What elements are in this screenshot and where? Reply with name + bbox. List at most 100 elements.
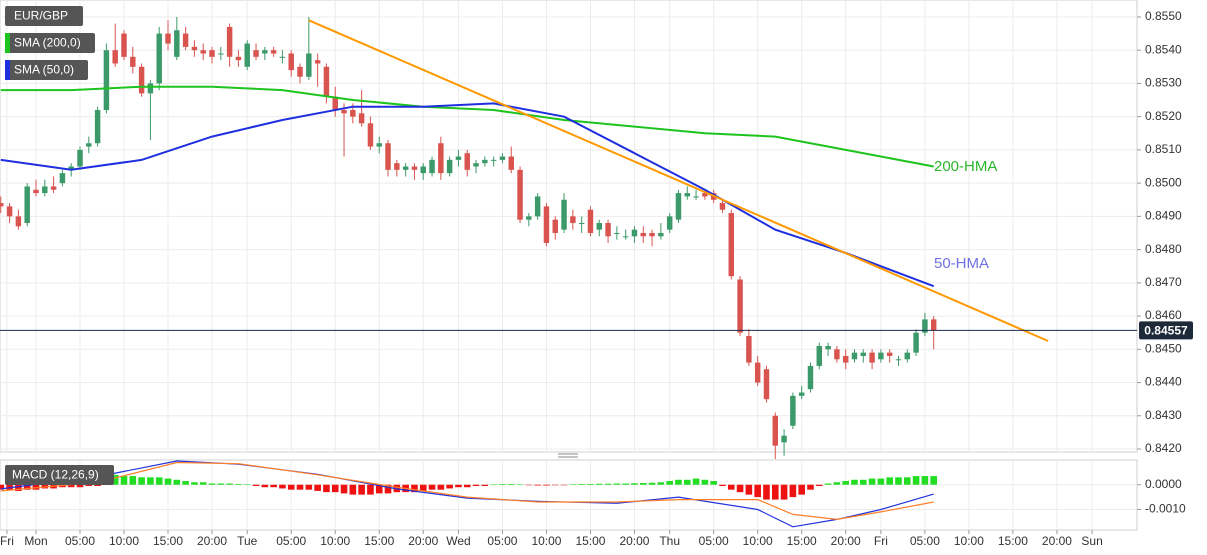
histogram-bar	[147, 477, 154, 485]
x-tick-label: 15:00	[153, 534, 183, 548]
moving-average-line	[0, 85, 934, 168]
candle-body	[772, 415, 779, 446]
candle-body	[482, 159, 488, 164]
histogram-bar	[270, 484, 277, 488]
candle-body	[59, 173, 66, 184]
candle-body	[156, 33, 162, 84]
candle-body	[825, 345, 831, 350]
candle-body	[658, 232, 664, 237]
x-tick-label: 05:00	[910, 534, 940, 548]
candle-body	[895, 359, 902, 361]
candle-body	[587, 209, 594, 233]
y-tick-label: 0.8440	[1145, 375, 1182, 389]
histogram-bar	[173, 479, 181, 485]
histogram-bar	[481, 484, 489, 486]
legend-box	[5, 60, 88, 80]
y-tick-label: 0.8480	[1145, 242, 1182, 256]
candle-body	[570, 216, 576, 224]
histogram-bar	[463, 484, 471, 488]
candle-body	[605, 223, 611, 237]
candle-body	[94, 110, 101, 144]
candle-body	[578, 223, 585, 225]
histogram-bar	[411, 484, 418, 493]
histogram-bar	[138, 477, 145, 485]
candle-body	[878, 352, 884, 360]
candle-body	[218, 53, 224, 55]
candle-body	[834, 349, 840, 360]
candle-body	[534, 196, 541, 217]
histogram-bar	[771, 484, 779, 500]
candle-body	[552, 219, 558, 233]
x-tick-label: 15:00	[787, 534, 817, 548]
x-tick-label: 10:00	[109, 534, 139, 548]
histogram-bar	[155, 477, 163, 485]
histogram-bar	[94, 484, 101, 486]
candle-body	[886, 352, 893, 356]
x-tick-label: 20:00	[408, 534, 438, 548]
histogram-bar	[912, 476, 920, 485]
candle-body	[631, 229, 638, 237]
histogram-bar	[587, 483, 594, 485]
histogram-bar	[314, 484, 321, 491]
annotation: 200-HMA	[934, 158, 997, 175]
candle-body	[649, 232, 655, 237]
candle-body	[350, 110, 356, 117]
y-tick-label: 0.8420	[1145, 441, 1182, 455]
histogram-bar	[675, 479, 682, 485]
candle-body	[798, 392, 805, 396]
histogram-bar	[129, 476, 137, 485]
histogram-bar	[226, 483, 233, 485]
x-tick-label: Sun	[1081, 534, 1102, 548]
legend-label: EUR/GBP	[14, 9, 68, 23]
y-tick-label: 0.8490	[1145, 209, 1182, 223]
candle-body	[429, 159, 435, 174]
x-tick-label: 10:00	[743, 534, 773, 548]
histogram-bar	[349, 484, 357, 495]
histogram-bar	[15, 484, 22, 491]
candle-body	[719, 203, 726, 210]
histogram-bar	[631, 483, 638, 485]
legend-swatch	[5, 60, 10, 80]
candle-body	[693, 196, 699, 198]
candle-body	[402, 166, 409, 170]
candle-body	[420, 166, 426, 174]
histogram-bar	[824, 483, 832, 485]
candle-body	[306, 53, 312, 77]
moving-average-line	[0, 102, 935, 288]
candle-body	[279, 56, 286, 58]
candle-body	[235, 56, 242, 61]
histogram-bar	[921, 476, 929, 485]
histogram-bar	[525, 484, 533, 486]
macd-line	[0, 460, 934, 528]
candle-body	[130, 56, 136, 67]
histogram-bar	[551, 484, 559, 486]
histogram-bar	[648, 482, 656, 485]
x-tick-label: Wed	[446, 534, 470, 548]
candle-body	[763, 369, 770, 400]
y-tick-label: 0.8520	[1145, 109, 1182, 123]
histogram-bar	[76, 484, 84, 488]
histogram-bar	[930, 476, 937, 485]
candle-body	[666, 216, 673, 230]
legend-box	[5, 33, 95, 53]
macd-line	[0, 461, 934, 521]
histogram-bar	[842, 481, 849, 485]
histogram-bar	[507, 483, 515, 485]
histogram-bar	[252, 484, 260, 486]
histogram-bar	[560, 484, 568, 486]
histogram-bar	[208, 483, 216, 485]
histogram-bar	[868, 478, 876, 485]
histogram-bar	[120, 476, 128, 485]
histogram-bar	[358, 484, 365, 495]
y-tick-label: 0.8500	[1145, 175, 1182, 189]
candle-body	[297, 66, 303, 77]
x-tick-label: Fri	[874, 534, 888, 548]
candle-body	[288, 53, 294, 71]
candle-body	[913, 332, 919, 353]
histogram-bar	[789, 484, 797, 498]
candle-body	[200, 50, 206, 54]
y-tick-label: 0.8550	[1145, 9, 1182, 23]
candle-body	[358, 113, 365, 124]
histogram-bar	[243, 484, 251, 485]
